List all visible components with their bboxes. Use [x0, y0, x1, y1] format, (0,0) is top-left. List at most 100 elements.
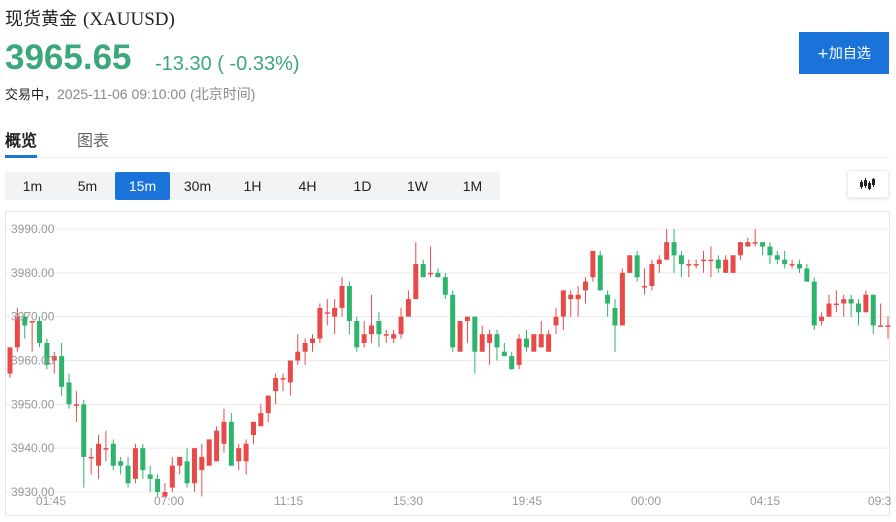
candle — [73, 391, 79, 422]
candle — [804, 264, 810, 282]
candle — [155, 474, 161, 497]
candle — [782, 250, 788, 269]
candle — [767, 242, 773, 265]
candle — [546, 329, 552, 352]
candle — [715, 255, 721, 273]
tab-overview[interactable]: 概览 — [5, 127, 38, 158]
candle — [457, 321, 463, 352]
period-1h[interactable]: 1H — [243, 178, 262, 194]
tab-bar: 概览 图表 — [5, 127, 890, 158]
candle — [464, 316, 470, 343]
candle — [243, 439, 249, 475]
status-datetime: 2025-11-06 09:10:00 — [57, 86, 186, 102]
candle — [295, 334, 301, 365]
candle — [523, 329, 529, 352]
candle — [162, 483, 168, 497]
candle — [619, 268, 625, 326]
candle — [22, 312, 28, 339]
candle — [258, 404, 264, 427]
period-5m[interactable]: 5m — [77, 178, 98, 194]
candle — [88, 448, 94, 475]
instrument-symbol: (XAUUSD) — [83, 9, 175, 30]
candle — [376, 312, 382, 348]
candle — [339, 277, 345, 317]
period-1m[interactable]: 1m — [22, 178, 43, 194]
period-30m[interactable]: 30m — [183, 178, 212, 194]
candle — [649, 259, 655, 291]
candle — [516, 334, 522, 370]
chart-type-button[interactable] — [847, 170, 889, 198]
candle — [125, 456, 131, 488]
candle — [841, 294, 847, 317]
candle — [634, 250, 640, 282]
candle — [280, 373, 286, 392]
candle — [560, 290, 566, 330]
candle — [848, 294, 854, 317]
y-axis-label: 3930.00 — [11, 485, 55, 499]
candle — [332, 299, 338, 335]
x-axis-label: 19:45 — [512, 494, 542, 508]
last-price: 3965.65 — [5, 38, 132, 77]
candle — [66, 373, 72, 409]
period-1d[interactable]: 1D — [353, 178, 372, 194]
candle — [51, 351, 57, 374]
candle — [855, 299, 861, 326]
candle — [590, 250, 596, 282]
candle — [228, 413, 234, 466]
candle — [221, 408, 227, 453]
candle — [826, 294, 832, 317]
candle — [96, 435, 102, 479]
candle — [693, 259, 699, 269]
candle — [37, 316, 43, 348]
candle — [428, 246, 434, 278]
candle — [236, 443, 242, 471]
tab-chart[interactable]: 图表 — [77, 131, 110, 150]
x-axis-label: 00:00 — [631, 494, 661, 508]
candle — [265, 395, 271, 422]
candle — [361, 321, 367, 348]
candle — [531, 334, 537, 352]
candle — [310, 334, 316, 352]
status-label: 交易中， — [5, 88, 58, 103]
candle — [184, 448, 190, 488]
period-15m[interactable]: 15m — [115, 172, 170, 200]
candle — [199, 443, 205, 497]
y-axis-label: 3990.00 — [11, 222, 55, 236]
candle — [118, 456, 124, 475]
candle — [7, 347, 13, 379]
candle — [420, 259, 426, 278]
candle — [501, 342, 507, 357]
period-1mo[interactable]: 1M — [462, 178, 483, 194]
candle — [870, 294, 876, 335]
candle — [14, 307, 20, 352]
candle — [206, 439, 212, 466]
candle — [701, 250, 707, 273]
candle — [398, 307, 404, 339]
candle — [737, 242, 743, 260]
candle — [686, 259, 692, 278]
candle — [317, 303, 323, 343]
add-watchlist-button[interactable]: +加自选 — [799, 32, 889, 74]
candle — [346, 281, 352, 335]
candle — [29, 321, 35, 352]
candle — [553, 307, 559, 335]
candle — [833, 290, 839, 313]
candle — [597, 250, 603, 291]
candle — [479, 325, 485, 352]
period-selector: 1m 5m 15m 30m 1H 4H 1D 1W 1M — [5, 172, 500, 200]
candlestick-chart[interactable]: 3990.00 3980.00 3970.00 3960.00 3950.00 3940.… — [6, 212, 891, 517]
candle — [250, 421, 256, 444]
y-axis-label: 3950.00 — [11, 397, 55, 411]
candle — [354, 316, 360, 352]
candle — [110, 439, 116, 471]
candle — [442, 272, 448, 300]
candle — [811, 277, 817, 330]
period-1w[interactable]: 1W — [407, 178, 428, 194]
candle — [147, 465, 153, 492]
candle — [103, 430, 109, 462]
price-chart[interactable]: 3990.00 3980.00 3970.00 3960.00 3950.00 3940.… — [5, 211, 891, 517]
price-change: -13.30 ( -0.33%) — [155, 53, 300, 75]
candle — [612, 299, 618, 352]
candle — [214, 426, 220, 462]
period-4h[interactable]: 4H — [298, 178, 317, 194]
